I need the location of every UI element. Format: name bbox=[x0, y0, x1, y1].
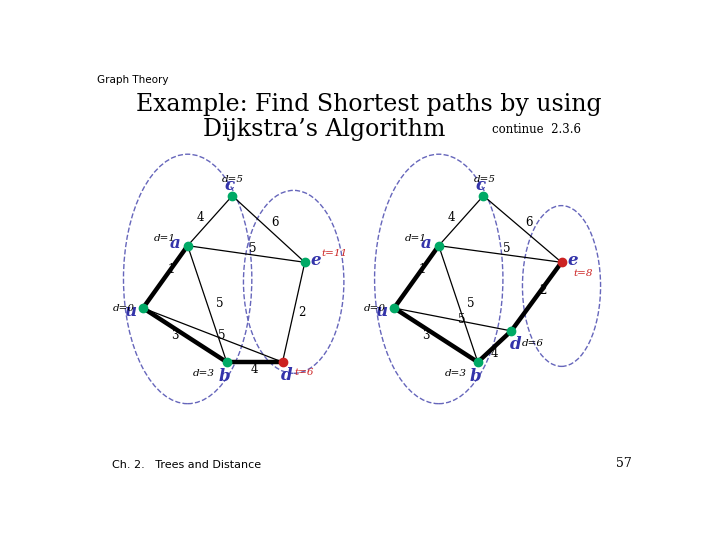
Text: d: d bbox=[282, 367, 293, 384]
Text: 5: 5 bbox=[503, 242, 510, 255]
Text: d=3: d=3 bbox=[444, 369, 467, 378]
Text: t=8: t=8 bbox=[574, 269, 593, 279]
Text: 2: 2 bbox=[298, 306, 306, 319]
Text: d=0: d=0 bbox=[112, 303, 135, 313]
Text: c: c bbox=[475, 177, 486, 194]
Text: u: u bbox=[125, 303, 137, 320]
Text: b: b bbox=[218, 368, 230, 385]
Text: d=1: d=1 bbox=[405, 234, 427, 242]
Text: a: a bbox=[421, 235, 432, 252]
Text: 3: 3 bbox=[171, 328, 179, 342]
Text: d: d bbox=[510, 336, 521, 353]
Text: d=5: d=5 bbox=[473, 176, 495, 185]
Text: d=5: d=5 bbox=[222, 176, 244, 185]
Text: 6: 6 bbox=[271, 217, 279, 230]
Text: 5: 5 bbox=[218, 328, 225, 342]
Text: continue  2.3.6: continue 2.3.6 bbox=[492, 123, 581, 136]
Text: 5: 5 bbox=[216, 298, 223, 310]
Text: 57: 57 bbox=[616, 457, 631, 470]
Text: d=1: d=1 bbox=[154, 234, 176, 242]
Text: e: e bbox=[310, 252, 321, 269]
Text: 2: 2 bbox=[539, 284, 546, 297]
Text: Graph Theory: Graph Theory bbox=[96, 75, 168, 85]
Text: Ch. 2.   Trees and Distance: Ch. 2. Trees and Distance bbox=[112, 460, 261, 470]
Text: 5: 5 bbox=[458, 313, 465, 326]
Text: d=0: d=0 bbox=[364, 303, 385, 313]
Text: t=11: t=11 bbox=[322, 248, 348, 258]
Text: Example: Find Shortest paths by using: Example: Find Shortest paths by using bbox=[136, 93, 602, 116]
Text: e: e bbox=[567, 252, 578, 269]
Text: 6: 6 bbox=[526, 217, 533, 230]
Text: u: u bbox=[376, 303, 388, 320]
Text: c: c bbox=[225, 177, 235, 194]
Text: b: b bbox=[469, 368, 481, 385]
Text: 4: 4 bbox=[196, 211, 204, 224]
Text: d=6: d=6 bbox=[521, 339, 544, 348]
Text: 4: 4 bbox=[491, 347, 498, 361]
Text: t=6: t=6 bbox=[294, 368, 315, 377]
Text: 4: 4 bbox=[447, 211, 455, 224]
Text: 5: 5 bbox=[249, 242, 257, 255]
Text: Dijkstra’s Algorithm: Dijkstra’s Algorithm bbox=[203, 118, 446, 141]
Text: 1: 1 bbox=[418, 263, 426, 276]
Text: d=3: d=3 bbox=[193, 369, 215, 378]
Text: 4: 4 bbox=[251, 363, 258, 376]
Text: 1: 1 bbox=[167, 263, 174, 276]
Text: 3: 3 bbox=[422, 328, 430, 342]
Text: 5: 5 bbox=[467, 298, 474, 310]
Text: a: a bbox=[170, 235, 181, 252]
